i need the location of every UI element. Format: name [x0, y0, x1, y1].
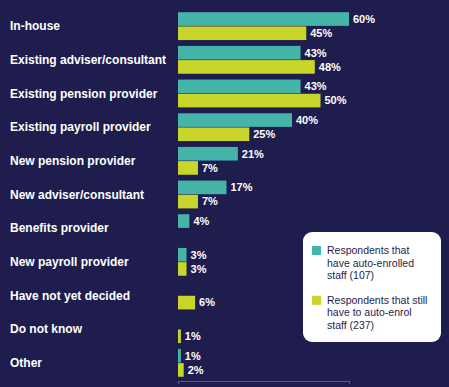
- data-label: 1%: [185, 350, 201, 362]
- category-label: Existing payroll provider: [10, 120, 151, 134]
- bar: [178, 12, 349, 26]
- legend-swatch: [312, 246, 321, 255]
- category-label: Benefits provider: [10, 221, 109, 235]
- bar: [178, 248, 187, 262]
- legend-label: Respondents that stillhave to auto-enrol…: [327, 294, 427, 331]
- data-labels: 60% 43% 43% 40% 21% 17% 4% 3% 1% 45% 48% 50% 25% 7% 7%…: [185, 13, 375, 376]
- x-axis: [179, 381, 350, 384]
- legend: Respondents thathave auto-enrolledstaff …: [303, 232, 441, 342]
- chart: In-house Existing adviser/consultant Exist…: [0, 0, 449, 387]
- category-label: In-house: [10, 19, 60, 33]
- category-labels: In-house Existing adviser/consultant Exist…: [10, 19, 166, 370]
- legend-box: [303, 232, 441, 342]
- data-label: 2%: [188, 364, 204, 376]
- data-label: 40%: [296, 114, 318, 126]
- tick-mark: [349, 381, 350, 384]
- data-label: 43%: [305, 80, 327, 92]
- bar: [178, 94, 321, 108]
- bar: [178, 296, 195, 310]
- category-label: Other: [10, 356, 42, 370]
- background: [0, 0, 449, 387]
- data-label: 6%: [199, 296, 215, 308]
- data-label: 3%: [191, 263, 207, 275]
- bar: [178, 127, 249, 141]
- bar: [178, 214, 189, 228]
- legend-label: Respondents thathave auto-enrolledstaff …: [327, 244, 414, 281]
- bar: [178, 26, 306, 40]
- category-label: Have not yet decided: [10, 289, 130, 303]
- category-label: New adviser/consultant: [10, 188, 144, 202]
- category-label: Existing adviser/consultant: [10, 53, 166, 67]
- category-label: Existing pension provider: [10, 87, 158, 101]
- data-label: 4%: [193, 215, 209, 227]
- category-label: Do not know: [10, 322, 83, 336]
- category-label: New payroll provider: [10, 255, 129, 269]
- data-label: 60%: [353, 13, 375, 25]
- data-label: 17%: [230, 181, 252, 193]
- legend-swatch: [312, 296, 321, 305]
- bar: [178, 147, 238, 161]
- bar: [178, 262, 187, 276]
- data-label: 43%: [305, 47, 327, 59]
- axis-line: [179, 382, 350, 385]
- bar: [178, 181, 226, 195]
- bar: [178, 161, 198, 175]
- bar: [178, 113, 292, 127]
- data-label: 25%: [253, 128, 275, 140]
- data-label: 50%: [325, 94, 347, 106]
- data-label: 21%: [242, 148, 264, 160]
- tick: [349, 381, 350, 384]
- category-label: New pension provider: [10, 154, 136, 168]
- data-label: 7%: [202, 162, 218, 174]
- bar: [178, 80, 301, 94]
- bar: [178, 46, 301, 60]
- data-label: 48%: [319, 61, 341, 73]
- tick: [178, 381, 179, 384]
- bar: [178, 349, 181, 363]
- data-label: 1%: [185, 330, 201, 342]
- tick-mark: [178, 381, 179, 384]
- bar: [178, 329, 181, 343]
- bar: [178, 60, 315, 74]
- bar: [178, 363, 184, 377]
- data-label: 3%: [191, 249, 207, 261]
- data-label: 45%: [310, 27, 332, 39]
- data-label: 7%: [202, 195, 218, 207]
- bar: [178, 195, 198, 209]
